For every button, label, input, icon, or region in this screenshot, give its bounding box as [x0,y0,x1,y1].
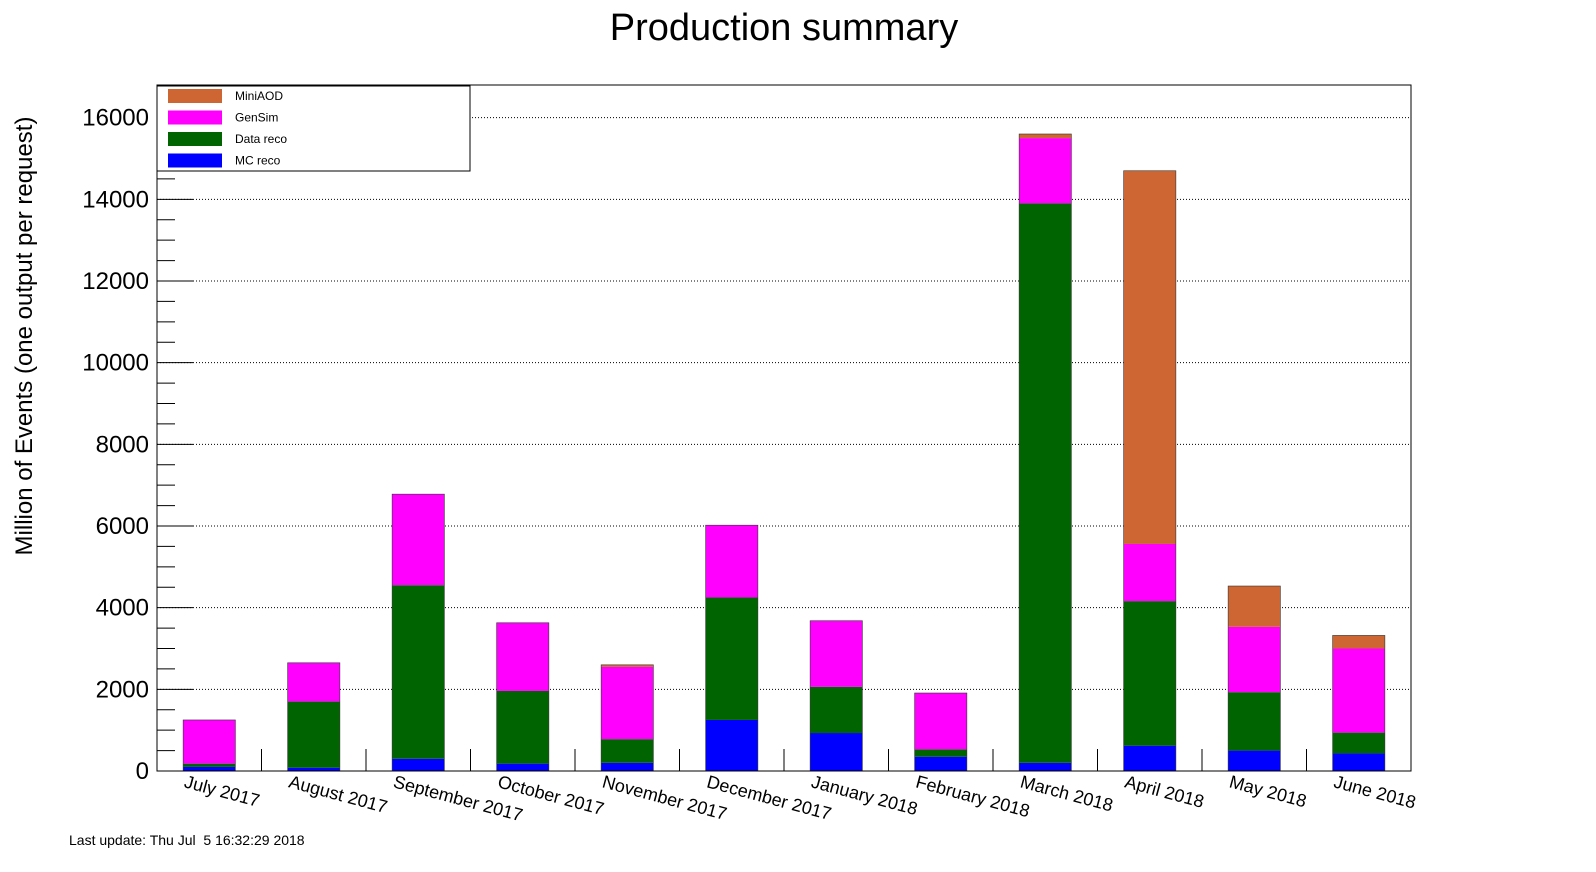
y-tick-labels: 0 2000 4000 6000 8000 10000 12000 14000 16000 [82,105,149,785]
x-tick-label-8: February 2018 [914,772,1032,822]
bar-miniaod-12 [1332,635,1385,649]
last-update-footer: Last update: Thu Jul 5 16:32:29 2018 [69,832,305,848]
bar-gensim-2 [287,662,340,702]
bar-gensim-12 [1332,648,1385,733]
y-tick-label-1: 2000 [96,676,149,703]
x-tick-labels: July 2017 August 2017 September 2017Octobe… [182,772,1418,826]
x-tick-label-11: May 2018 [1227,772,1309,812]
bar-data-reco-1 [183,763,236,767]
bar-gensim-8 [914,693,967,750]
y-tick-label-7: 14000 [82,186,149,213]
bar-mc-reco-12 [1332,753,1385,771]
bar-data-reco-9 [1019,203,1072,763]
legend-swatch-mc-reco [168,153,222,168]
bar-mc-reco-10 [1123,745,1176,771]
plot-frame [156,84,1412,772]
x-tick-label-1: July 2017 [182,772,262,811]
bar-gensim-6 [705,525,758,598]
y-tick-label-2: 4000 [96,595,149,622]
bar-gensim-3 [392,494,445,586]
legend-label-mc-reco: MC reco [235,154,281,168]
bar-mc-reco-1 [183,766,236,771]
bar-miniaod-5 [601,664,654,667]
bar-gensim-4 [496,622,549,691]
legend-label-miniaod: MiniAOD [235,89,283,103]
legend: MiniAOD GenSim Data reco MC reco [156,85,471,172]
legend-label-data-reco: Data reco [235,132,287,146]
y-tick-label-8: 16000 [82,105,149,132]
bar-mc-reco-2 [287,767,340,771]
legend-swatch-data-reco [168,132,222,146]
y-tick-label-6: 12000 [82,268,149,295]
y-axis-label: Million of Events (one output per reques… [11,117,38,556]
bar-data-reco-7 [810,686,863,734]
bar-miniaod-10 [1123,170,1176,544]
y-tick-label-3: 6000 [96,513,149,540]
bar-mc-reco-9 [1019,762,1072,771]
x-tick-label-2: August 2017 [287,772,390,817]
bar-gensim-10 [1123,543,1176,602]
x-tick-label-9: March 2018 [1018,772,1115,816]
bar-miniaod-9 [1019,134,1072,139]
y-tick-label-5: 10000 [82,350,149,377]
bar-data-reco-6 [705,597,758,720]
bar-data-reco-5 [601,739,654,763]
bar-mc-reco-11 [1228,750,1281,771]
legend-swatch-gensim [168,110,222,125]
bar-data-reco-4 [496,690,549,764]
axes-ticks [157,96,1307,772]
bar-data-reco-11 [1228,692,1281,751]
bar-data-reco-8 [914,749,967,757]
bars-group [182,133,1386,772]
chart-title: Production summary [610,7,958,49]
bar-gensim-11 [1228,626,1281,693]
bar-miniaod-11 [1228,586,1281,627]
bar-data-reco-10 [1123,601,1176,746]
x-tick-label-12: June 2018 [1332,772,1418,813]
bar-gensim-7 [810,620,863,687]
bar-gensim-9 [1019,138,1072,204]
legend-label-gensim: GenSim [235,111,278,125]
bar-data-reco-12 [1332,732,1385,754]
bar-gensim-5 [601,666,654,740]
legend-swatch-miniaod [168,89,222,103]
y-tick-label-4: 8000 [96,431,149,458]
bar-mc-reco-8 [914,756,967,771]
bar-mc-reco-7 [810,733,863,771]
bar-mc-reco-6 [705,719,758,771]
bar-gensim-1 [183,719,236,764]
bar-mc-reco-3 [392,758,445,771]
y-tick-label-0: 0 [136,758,149,785]
bar-data-reco-3 [392,585,445,759]
x-tick-label-10: April 2018 [1123,772,1206,812]
bar-data-reco-2 [287,701,340,768]
grid-lines [157,117,1411,690]
bar-mc-reco-4 [496,763,549,771]
bar-mc-reco-5 [601,762,654,771]
